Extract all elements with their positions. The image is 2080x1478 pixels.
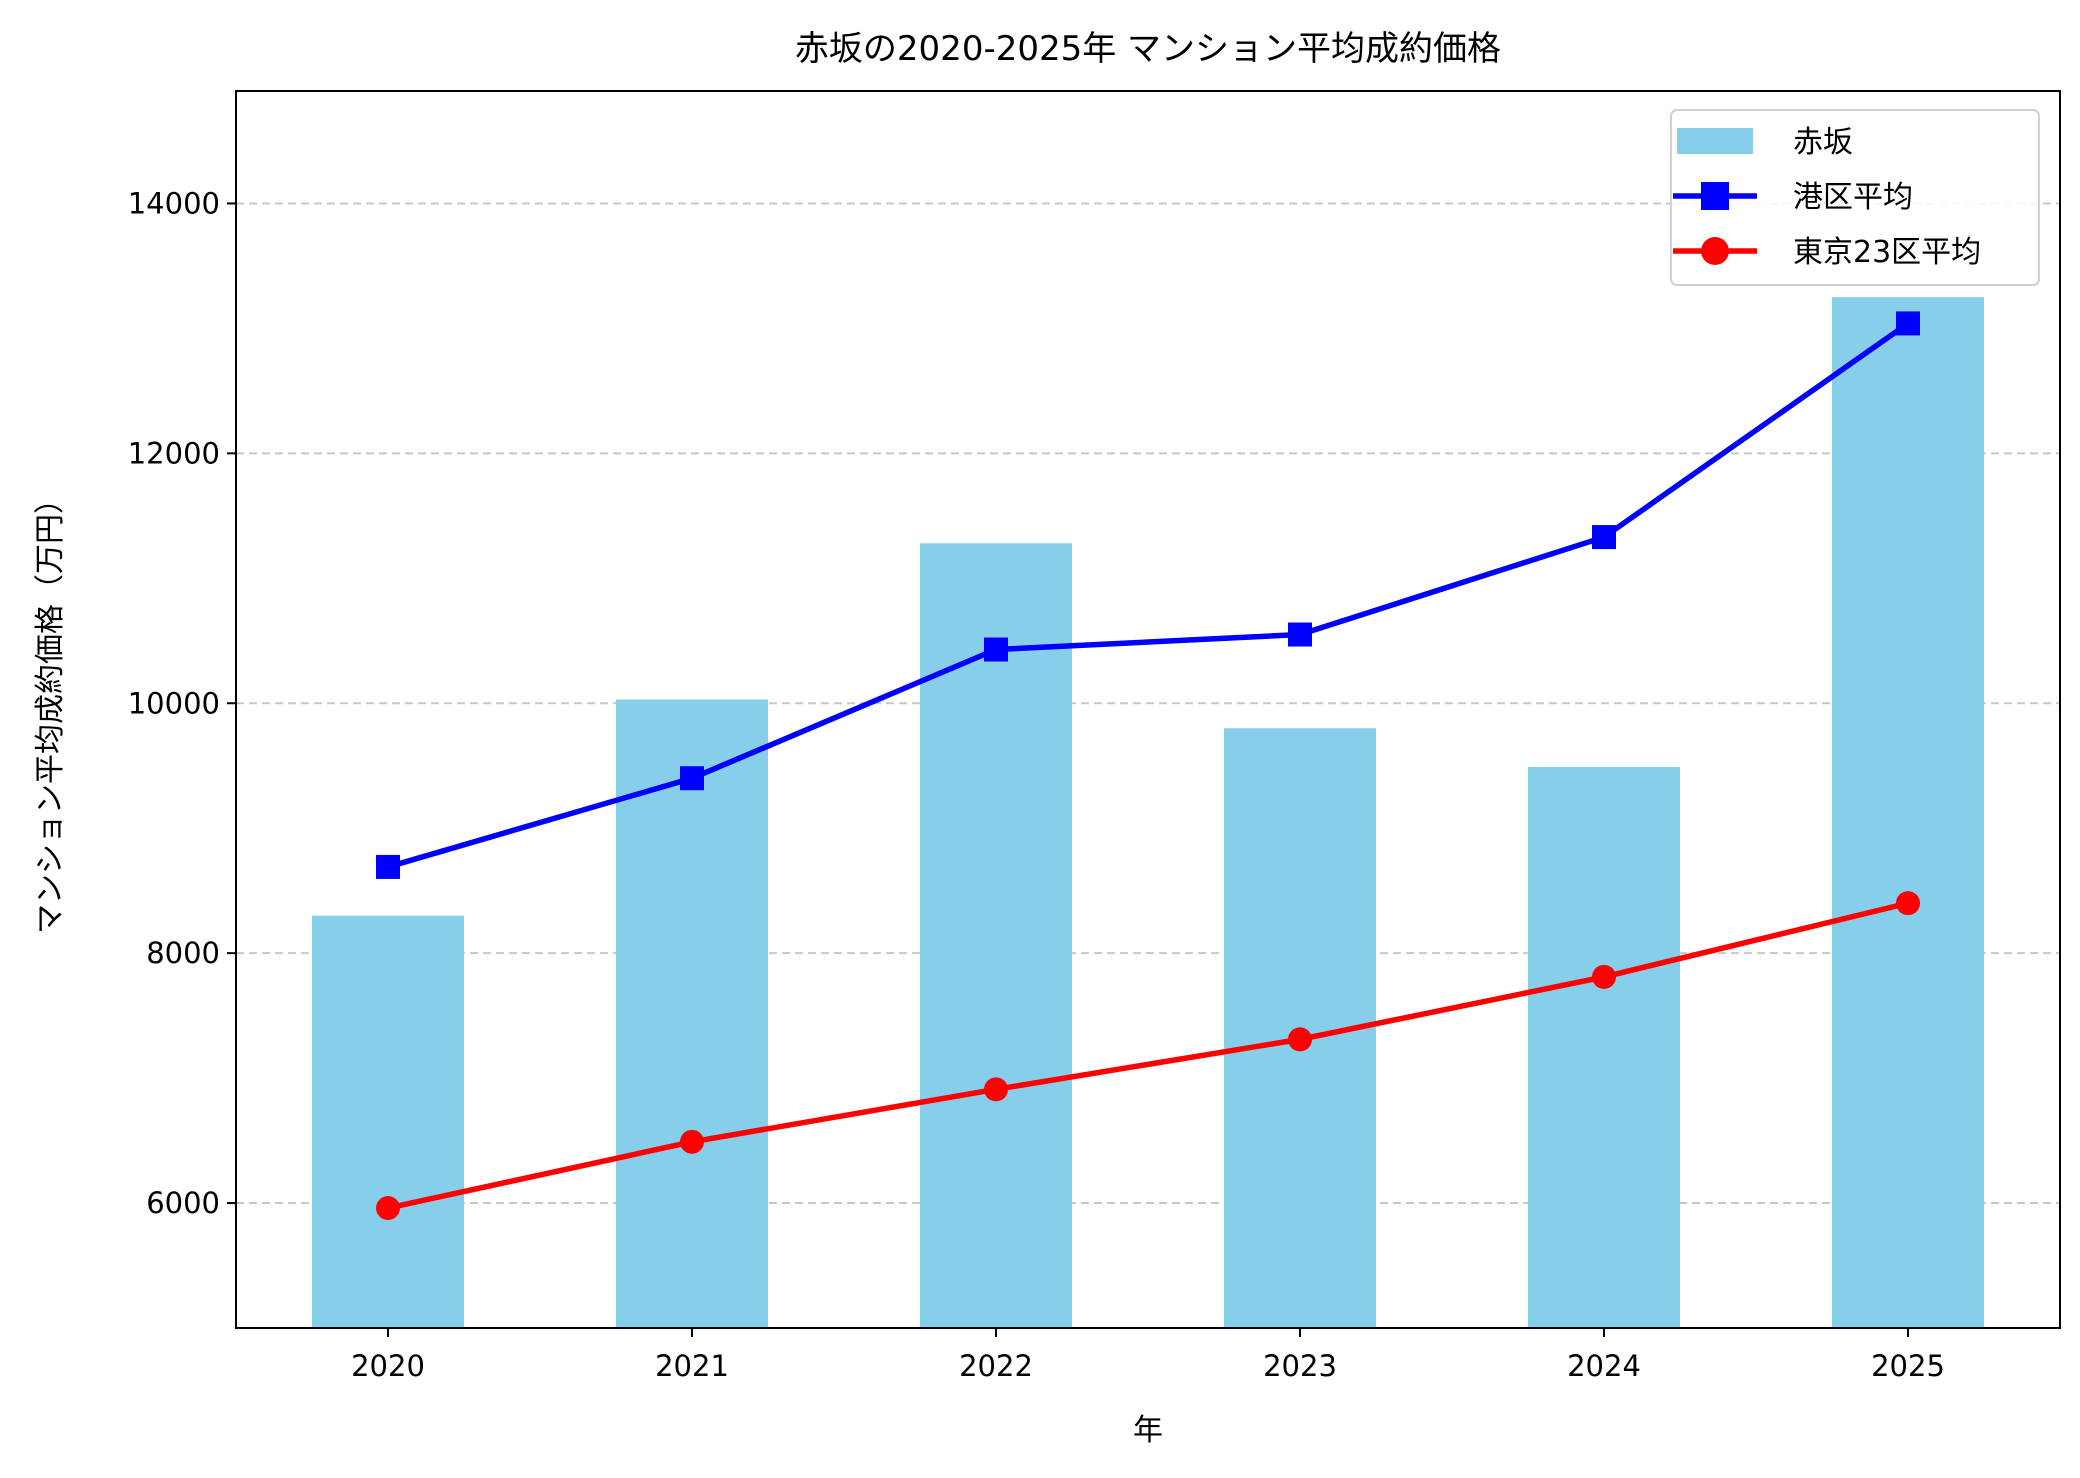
grid (236, 202, 2060, 1205)
legend-marker-square (1701, 182, 1729, 210)
bars (312, 297, 1984, 1329)
marker-square (984, 637, 1008, 662)
bar-2025 (1832, 297, 1984, 1329)
legend-label: 港区平均 (1793, 180, 1913, 215)
legend-label: 赤坂 (1793, 125, 1853, 160)
marker-square (1592, 525, 1616, 550)
marker-circle (1592, 964, 1616, 989)
plot-frame (235, 90, 2061, 1329)
x-tick-label: 2024 (1567, 1349, 1641, 1383)
x-tick-label: 2021 (655, 1349, 729, 1383)
y-tick-label: 8000 (146, 936, 220, 970)
legend-swatch (1677, 128, 1753, 154)
marker-square (1288, 622, 1312, 647)
marker-square (680, 766, 704, 791)
y-axis-label: マンション平均成約価格（万円） (33, 484, 68, 934)
x-tick-label: 2022 (959, 1349, 1033, 1383)
bar-2021 (616, 699, 768, 1328)
x-tick-label: 2020 (351, 1349, 425, 1383)
marker-circle (680, 1129, 704, 1154)
x-tick-label: 2023 (1263, 1349, 1337, 1383)
bar-2020 (312, 915, 464, 1328)
marker-circle (1288, 1027, 1312, 1052)
legend-box (1670, 109, 2040, 286)
y-tick-label: 14000 (128, 186, 220, 220)
chart-title: 赤坂の2020-2025年 マンション平均成約価格 (795, 29, 1501, 69)
x-ticks: 2020 2021 2022 2023 2024 2025 (351, 1328, 1945, 1383)
y-tick-label: 12000 (128, 436, 220, 470)
y-ticks: 6000 8000 10000 12000 14000 (128, 186, 236, 1220)
series-line (387, 321, 1910, 870)
lines (376, 311, 1920, 1221)
marker-circle (984, 1077, 1008, 1102)
marker-square (376, 854, 400, 879)
series-line (387, 900, 1909, 1211)
x-axis-label: 年 (1133, 1413, 1163, 1448)
marker-square (1896, 311, 1920, 336)
legend-marker-circle (1701, 237, 1729, 265)
bar-2024 (1528, 766, 1680, 1328)
marker-circle (376, 1196, 400, 1221)
x-tick-label: 2025 (1871, 1349, 1945, 1383)
legend-label: 東京23区平均 (1793, 235, 1981, 270)
y-tick-label: 10000 (128, 686, 220, 720)
bar-2022 (920, 543, 1072, 1328)
marker-circle (1896, 891, 1920, 916)
y-tick-label: 6000 (146, 1186, 220, 1220)
